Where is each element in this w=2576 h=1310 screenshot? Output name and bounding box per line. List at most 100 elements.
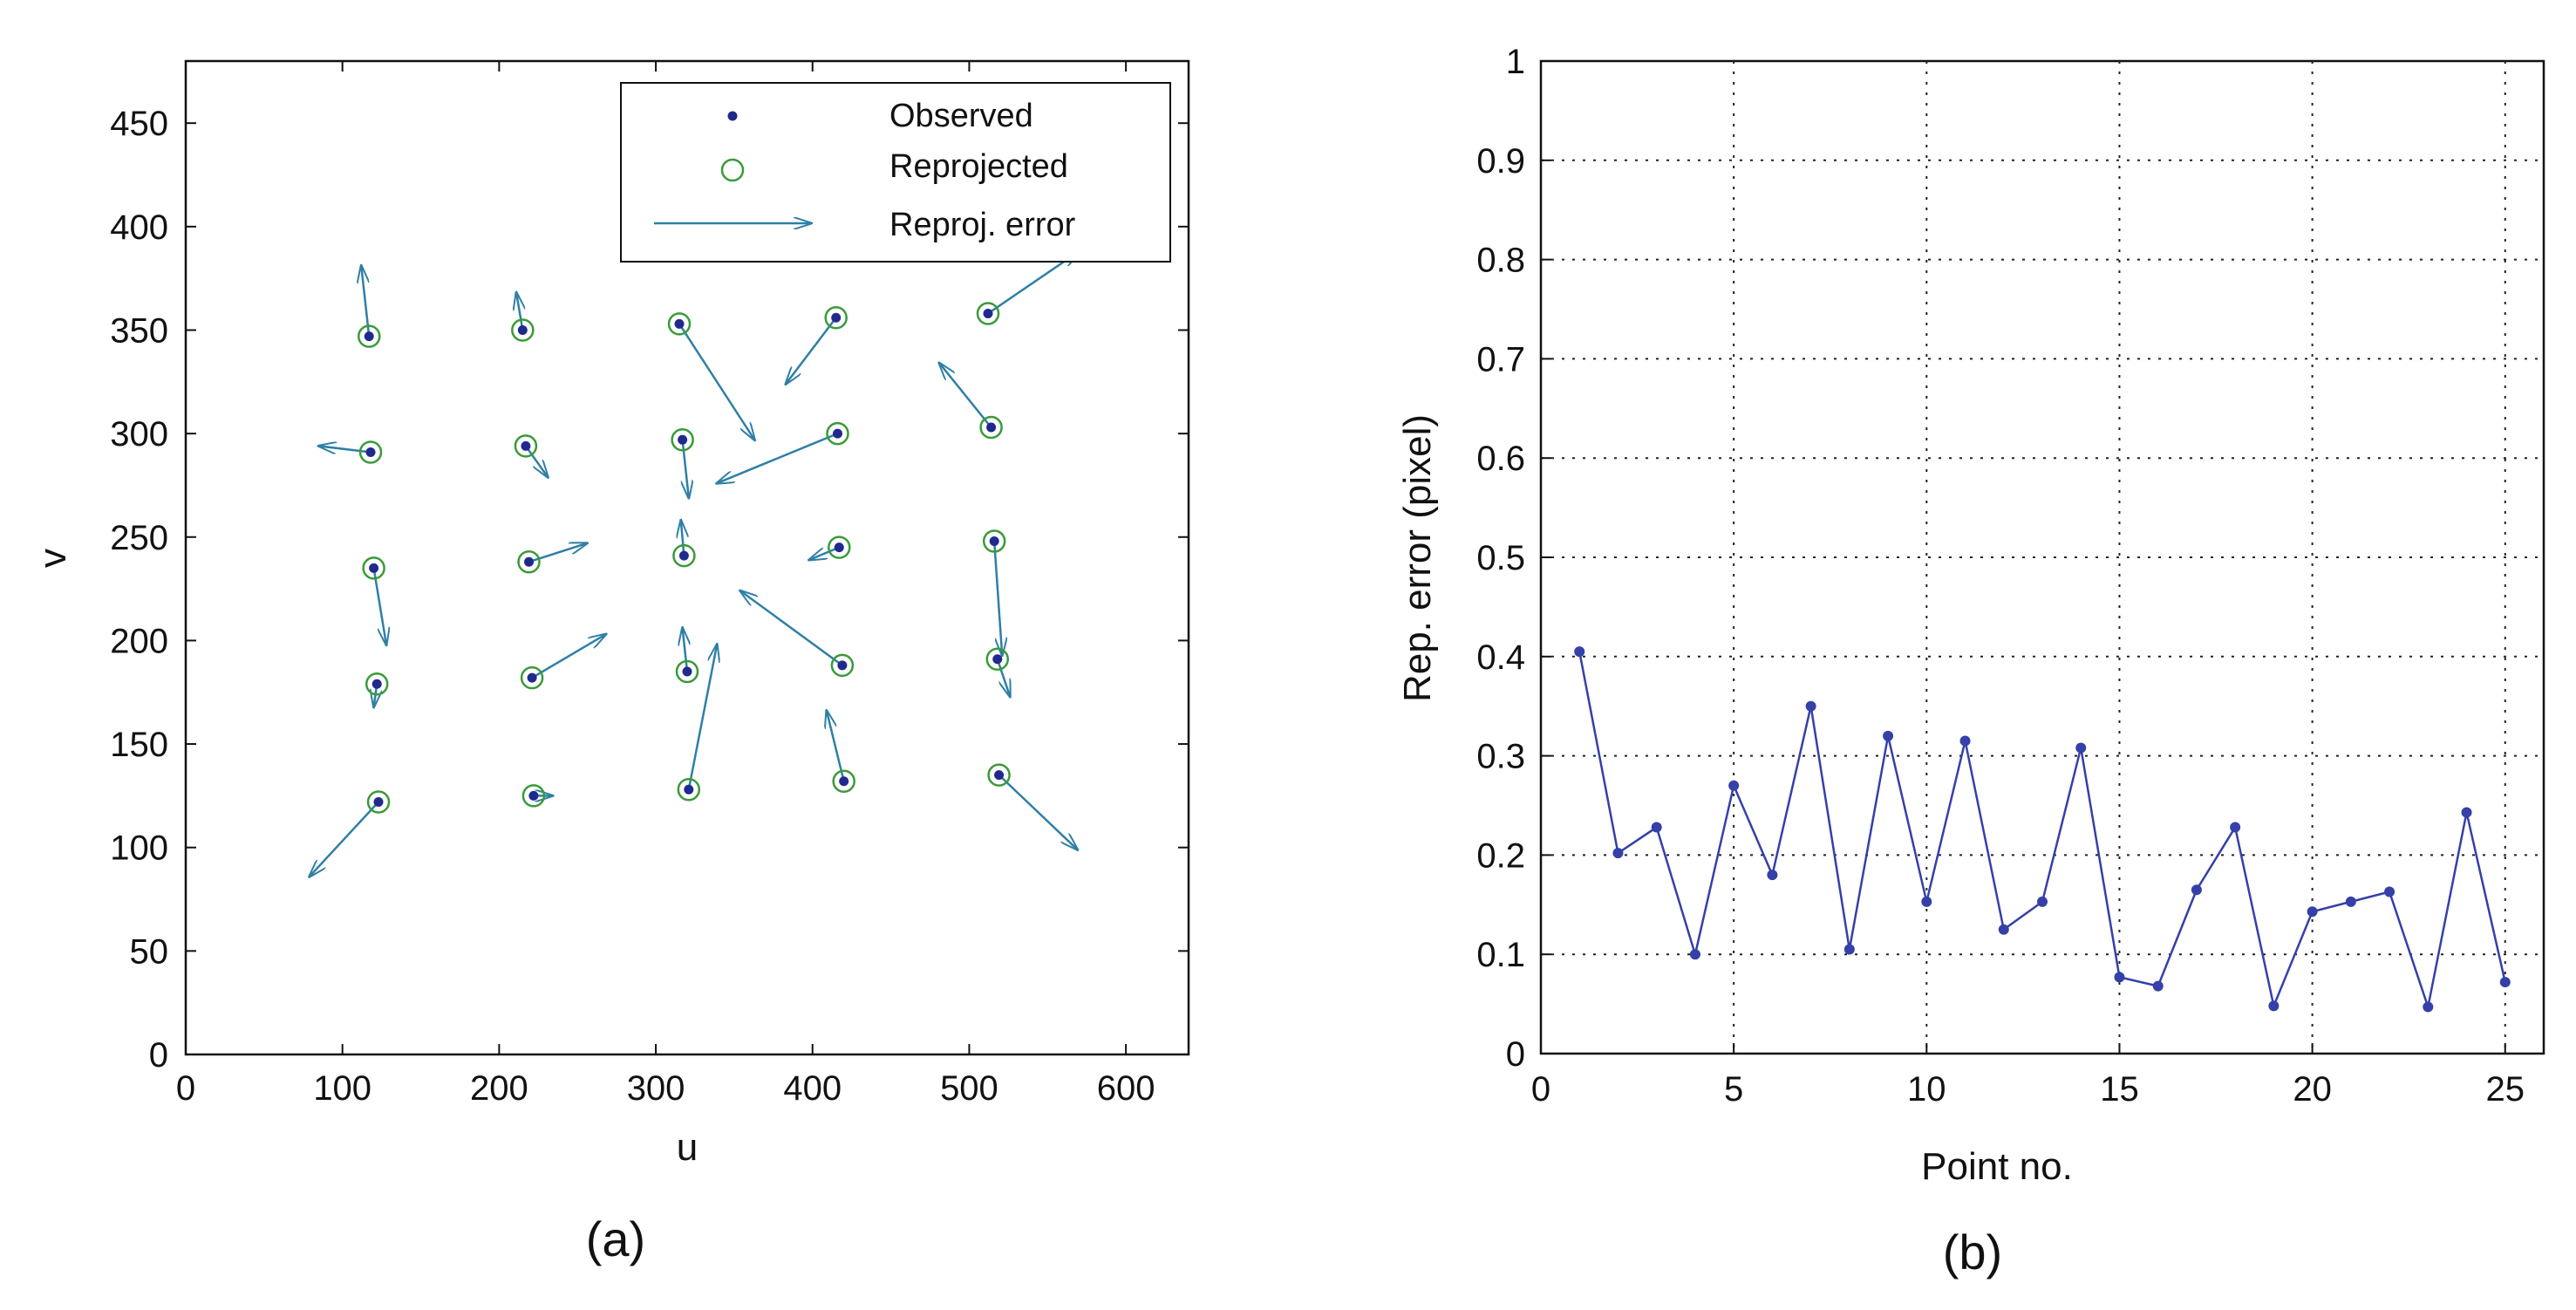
y-tick-label: 0.7 <box>1476 340 1525 379</box>
error-arrow <box>717 432 838 483</box>
x-tick-label: 200 <box>470 1069 528 1108</box>
reprojected-point <box>828 536 851 559</box>
chart-b-xlabel: Point no. <box>1921 1145 2073 1188</box>
reprojected-point <box>830 653 855 678</box>
reprojected-point <box>677 778 701 802</box>
error-point <box>2114 972 2125 983</box>
reprojected-point <box>362 556 385 580</box>
x-tick-label: 5 <box>1724 1070 1743 1109</box>
error-point <box>1767 870 1778 881</box>
error-point <box>2268 1000 2280 1012</box>
y-tick-label: 350 <box>110 311 168 350</box>
observed-point <box>834 542 844 553</box>
error-arrow <box>740 590 843 666</box>
x-tick-label: 10 <box>1907 1070 1946 1109</box>
reprojected-point <box>979 415 1003 440</box>
y-tick-label: 150 <box>110 726 168 764</box>
observed-point <box>839 776 849 787</box>
y-tick-label: 200 <box>110 622 168 660</box>
error-point <box>2384 886 2395 897</box>
error-point <box>2345 896 2356 907</box>
chart-b: 0 5 10 15 20 2500.10.20.30.40.50.60.70.80.91 … <box>1396 43 2545 1279</box>
reprojected-point <box>987 763 1011 787</box>
error-point <box>1574 646 1585 658</box>
x-tick-label: 0 <box>176 1069 195 1108</box>
observed-point <box>674 318 685 329</box>
x-tick-label: 300 <box>627 1069 685 1108</box>
error-arrow <box>827 711 845 782</box>
reprojected-point <box>521 784 546 808</box>
x-tick-label: 600 <box>1097 1069 1155 1108</box>
y-tick-label: 250 <box>110 519 168 557</box>
x-tick-label: 15 <box>2100 1070 2139 1109</box>
legend-error-label: Reproj. error <box>889 207 1076 243</box>
legend-reprojected-marker <box>720 158 745 182</box>
error-point <box>1612 848 1624 859</box>
chart-a-error-arrows <box>310 251 1079 877</box>
error-point <box>2499 977 2511 988</box>
reprojected-point <box>672 543 696 568</box>
chart-b-caption: (b) <box>1943 1225 2002 1279</box>
error-arrow <box>678 323 754 440</box>
observed-point <box>371 679 382 689</box>
x-tick-label: 100 <box>313 1069 371 1108</box>
observed-point <box>994 770 1005 781</box>
observed-point <box>517 324 528 335</box>
error-arrow <box>319 446 371 452</box>
reprojected-point <box>511 318 535 342</box>
y-tick-label: 450 <box>110 105 168 143</box>
error-point <box>2461 807 2472 818</box>
error-point <box>1805 700 1816 712</box>
error-point <box>2423 1001 2434 1013</box>
observed-point <box>837 660 848 671</box>
chart-a-caption: (a) <box>586 1211 645 1266</box>
reprojected-point <box>358 440 383 464</box>
y-tick-label: 400 <box>110 208 168 247</box>
error-point <box>1998 924 2009 935</box>
chart-b-ticks: 0 5 10 15 20 25 0 0.1 0.2 0.3 0.4 0.5 0.6 0.7 0.8 0.9 1 <box>1476 43 2525 1109</box>
error-arrow <box>516 293 522 331</box>
y-tick-label: 0.3 <box>1476 738 1525 776</box>
error-arrow <box>310 801 379 877</box>
observed-point <box>992 654 1003 665</box>
error-arrow <box>687 645 717 790</box>
y-tick-label: 0.5 <box>1476 539 1525 577</box>
reprojected-point <box>982 529 1006 553</box>
error-arrow <box>681 521 685 556</box>
reprojected-point <box>675 659 699 684</box>
error-point <box>1651 822 1662 833</box>
observed-point <box>365 447 376 457</box>
error-point <box>2037 896 2048 907</box>
error-point <box>2075 742 2087 754</box>
observed-point <box>682 666 692 677</box>
error-point <box>1921 896 1932 907</box>
error-arrow <box>998 774 1078 849</box>
legend-box <box>620 82 1171 263</box>
error-point <box>1728 780 1740 791</box>
y-tick-label: 0 <box>149 1036 168 1075</box>
reprojected-point <box>985 647 1010 672</box>
x-tick-label: 400 <box>783 1069 842 1108</box>
observed-point <box>528 790 539 801</box>
reprojected-point <box>514 434 538 458</box>
legend-observed-label: Observed <box>889 98 1033 134</box>
error-arrow <box>372 568 386 645</box>
observed-point <box>678 550 689 561</box>
error-point <box>1883 730 1894 741</box>
x-tick-label: 0 <box>1531 1070 1550 1109</box>
reprojected-point <box>366 790 391 814</box>
chart-b-grid <box>1541 61 2544 1054</box>
error-arrow <box>992 541 1002 656</box>
error-point <box>2307 906 2318 918</box>
observed-point <box>364 331 374 342</box>
error-arrow <box>786 317 837 384</box>
error-point <box>1689 949 1700 960</box>
legend-observed-marker <box>727 111 738 121</box>
x-tick-label: 500 <box>940 1069 998 1108</box>
plot-b-area <box>1539 59 2545 1055</box>
observed-point <box>983 308 993 318</box>
error-arrow <box>996 658 1010 697</box>
y-tick-label: 0 <box>1506 1035 1525 1074</box>
error-arrow <box>531 634 605 679</box>
